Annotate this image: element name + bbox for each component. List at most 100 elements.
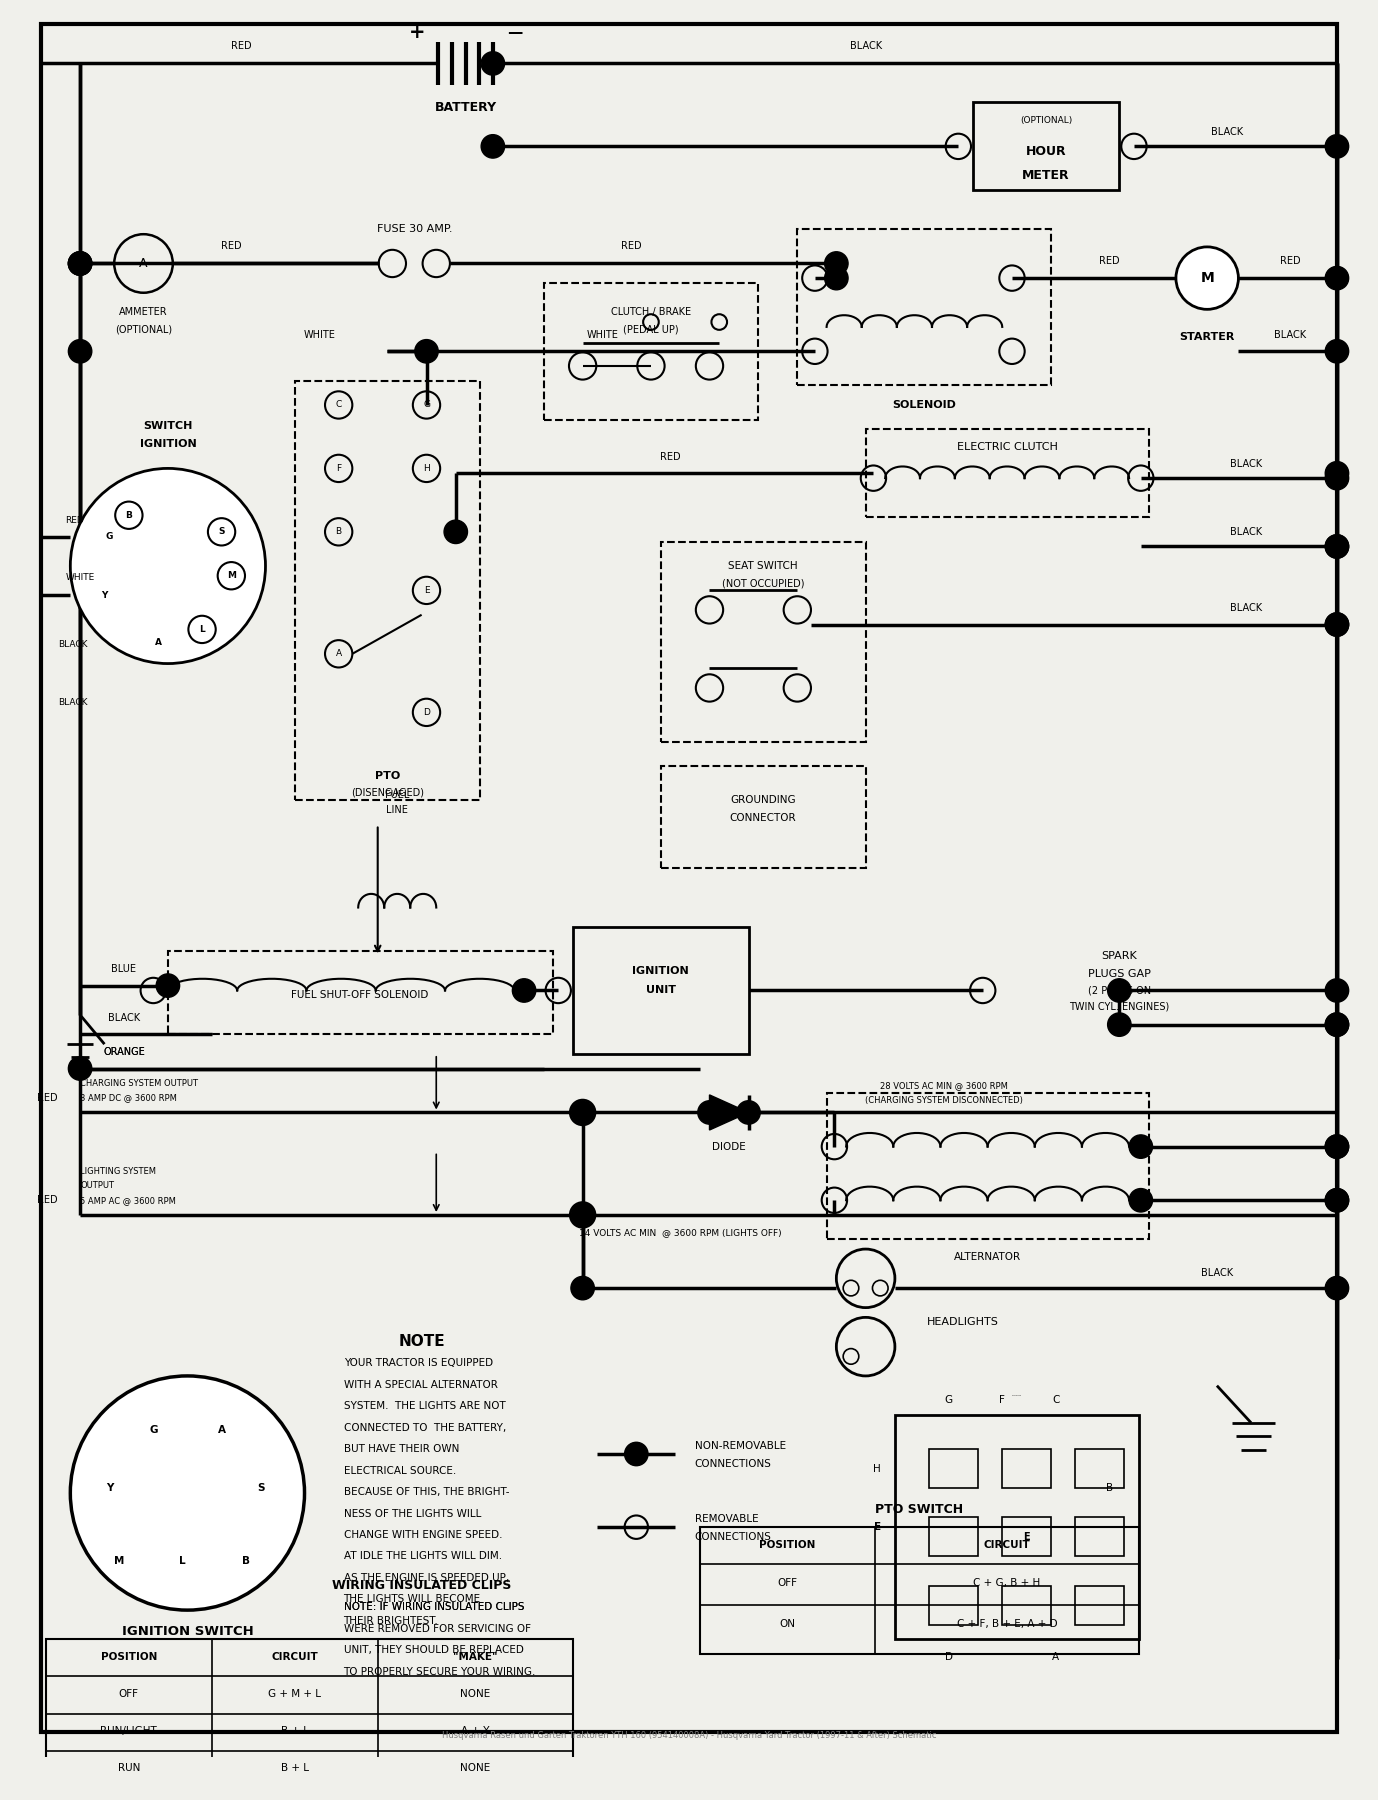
Text: AS THE ENGINE IS SPEEDED UP,: AS THE ENGINE IS SPEEDED UP, bbox=[343, 1573, 508, 1582]
Text: 3 AMP DC @ 3600 RPM: 3 AMP DC @ 3600 RPM bbox=[80, 1093, 176, 1102]
Text: A: A bbox=[154, 637, 161, 646]
Bar bbox=[660, 767, 865, 868]
Circle shape bbox=[1326, 1134, 1349, 1159]
Text: G: G bbox=[149, 1424, 157, 1435]
Circle shape bbox=[1326, 135, 1349, 158]
Text: ELECTRICAL SOURCE.: ELECTRICAL SOURCE. bbox=[343, 1465, 456, 1476]
Text: SWITCH: SWITCH bbox=[143, 421, 193, 432]
Text: B + L: B + L bbox=[281, 1726, 309, 1737]
Text: HOUR: HOUR bbox=[1025, 144, 1067, 158]
Text: IGNITION SWITCH: IGNITION SWITCH bbox=[121, 1625, 254, 1638]
Text: 5 AMP AC @ 3600 RPM: 5 AMP AC @ 3600 RPM bbox=[80, 1195, 176, 1204]
Circle shape bbox=[415, 340, 438, 364]
Text: C + F, B + E, A + D: C + F, B + E, A + D bbox=[956, 1618, 1057, 1629]
Text: STARTER: STARTER bbox=[1180, 331, 1235, 342]
Bar bbox=[543, 283, 758, 419]
Text: RED: RED bbox=[65, 515, 84, 524]
Text: B: B bbox=[243, 1557, 249, 1566]
Text: NESS OF THE LIGHTS WILL: NESS OF THE LIGHTS WILL bbox=[343, 1508, 481, 1519]
Circle shape bbox=[1326, 1013, 1349, 1037]
Text: NON-REMOVABLE: NON-REMOVABLE bbox=[695, 1442, 785, 1451]
Circle shape bbox=[70, 1375, 305, 1611]
Text: A: A bbox=[218, 1424, 226, 1435]
Bar bbox=[45, 1640, 573, 1800]
Circle shape bbox=[70, 468, 266, 664]
Text: RUN: RUN bbox=[117, 1764, 141, 1773]
Circle shape bbox=[513, 979, 536, 1003]
Circle shape bbox=[481, 52, 504, 76]
Circle shape bbox=[69, 252, 92, 275]
Text: ALTERNATOR: ALTERNATOR bbox=[954, 1251, 1021, 1262]
Text: (PEDAL UP): (PEDAL UP) bbox=[623, 324, 679, 335]
Bar bbox=[865, 430, 1149, 517]
Text: OFF: OFF bbox=[119, 1688, 139, 1699]
Circle shape bbox=[1108, 979, 1131, 1003]
Circle shape bbox=[824, 266, 847, 290]
Text: SEAT SWITCH: SEAT SWITCH bbox=[729, 562, 798, 571]
Circle shape bbox=[1326, 461, 1349, 484]
Bar bbox=[197, 1483, 236, 1508]
Text: A: A bbox=[336, 650, 342, 659]
Bar bbox=[798, 229, 1051, 385]
Circle shape bbox=[697, 1102, 721, 1125]
Circle shape bbox=[1326, 1188, 1349, 1211]
Bar bbox=[212, 1532, 251, 1557]
Text: BLACK: BLACK bbox=[1231, 603, 1262, 614]
Text: 28 VOLTS AC MIN @ 3600 RPM: 28 VOLTS AC MIN @ 3600 RPM bbox=[879, 1080, 1007, 1089]
Text: A: A bbox=[139, 257, 147, 270]
Text: BLACK: BLACK bbox=[1275, 329, 1306, 340]
Circle shape bbox=[1326, 535, 1349, 558]
Bar bbox=[973, 103, 1119, 191]
Text: RED: RED bbox=[220, 241, 241, 250]
Circle shape bbox=[156, 974, 179, 997]
Bar bbox=[573, 927, 748, 1053]
Text: B + L: B + L bbox=[281, 1764, 309, 1773]
Text: BLACK: BLACK bbox=[107, 1013, 141, 1022]
Text: A + Y: A + Y bbox=[462, 1726, 489, 1737]
Text: NONE: NONE bbox=[460, 1688, 491, 1699]
Bar bbox=[1002, 1449, 1051, 1489]
Text: ON: ON bbox=[780, 1618, 795, 1629]
Text: (OPTIONAL): (OPTIONAL) bbox=[114, 324, 172, 335]
Text: "MAKE": "MAKE" bbox=[453, 1652, 497, 1661]
Text: BLACK: BLACK bbox=[1200, 1269, 1233, 1278]
Text: OFF: OFF bbox=[777, 1579, 798, 1588]
Text: CIRCUIT: CIRCUIT bbox=[271, 1652, 318, 1661]
Text: A: A bbox=[1053, 1652, 1060, 1661]
Text: UNIT, THEY SHOULD BE REPLACED: UNIT, THEY SHOULD BE REPLACED bbox=[343, 1645, 524, 1656]
Bar bbox=[197, 1435, 236, 1458]
Circle shape bbox=[69, 340, 92, 364]
Text: Husqvarna Rasen und Garten Traktoren YTH 160 (954140008A) - Husqvarna Yard Tract: Husqvarna Rasen und Garten Traktoren YTH… bbox=[442, 1730, 936, 1739]
Circle shape bbox=[1326, 1134, 1349, 1159]
Text: L: L bbox=[179, 1557, 186, 1566]
Bar bbox=[1002, 1586, 1051, 1625]
Circle shape bbox=[1326, 612, 1349, 635]
Text: G: G bbox=[423, 400, 430, 409]
Text: B: B bbox=[125, 511, 132, 520]
Bar bbox=[929, 1449, 978, 1489]
Text: H: H bbox=[423, 464, 430, 473]
Text: C: C bbox=[1053, 1395, 1060, 1406]
Circle shape bbox=[737, 1102, 761, 1125]
Text: NOTE: IF WIRING INSULATED CLIPS: NOTE: IF WIRING INSULATED CLIPS bbox=[343, 1602, 524, 1613]
Text: CONNECTIONS: CONNECTIONS bbox=[695, 1532, 772, 1543]
Circle shape bbox=[570, 1102, 594, 1125]
Text: G: G bbox=[944, 1395, 952, 1406]
Text: CHANGE WITH ENGINE SPEED.: CHANGE WITH ENGINE SPEED. bbox=[343, 1530, 502, 1541]
Circle shape bbox=[1129, 1188, 1152, 1211]
Text: WHITE: WHITE bbox=[65, 572, 95, 581]
Text: E: E bbox=[1024, 1532, 1029, 1543]
Bar bbox=[295, 380, 480, 801]
Bar bbox=[894, 1415, 1138, 1640]
Circle shape bbox=[1129, 1134, 1152, 1159]
Text: WIRING INSULATED CLIPS: WIRING INSULATED CLIPS bbox=[332, 1579, 511, 1593]
Text: BLACK: BLACK bbox=[1231, 459, 1262, 468]
Text: BECAUSE OF THIS, THE BRIGHT-: BECAUSE OF THIS, THE BRIGHT- bbox=[343, 1487, 508, 1498]
Bar bbox=[1075, 1449, 1124, 1489]
Text: RED: RED bbox=[37, 1093, 58, 1103]
Circle shape bbox=[1326, 466, 1349, 490]
Text: F: F bbox=[336, 464, 342, 473]
Text: RED: RED bbox=[660, 452, 681, 461]
Text: BLUE: BLUE bbox=[112, 965, 136, 974]
Text: CONNECTED TO  THE BATTERY,: CONNECTED TO THE BATTERY, bbox=[343, 1422, 506, 1433]
